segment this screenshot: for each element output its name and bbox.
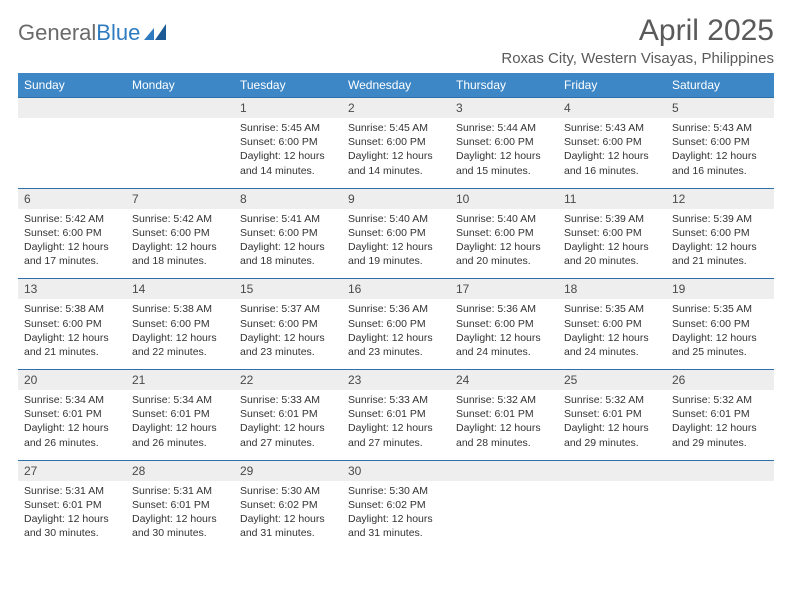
day-number: 30 (342, 460, 450, 481)
day-data: Sunrise: 5:45 AMSunset: 6:00 PMDaylight:… (234, 118, 342, 188)
day-data: Sunrise: 5:31 AMSunset: 6:01 PMDaylight:… (126, 481, 234, 551)
day-data: Sunrise: 5:39 AMSunset: 6:00 PMDaylight:… (666, 209, 774, 279)
day-data: Sunrise: 5:35 AMSunset: 6:00 PMDaylight:… (558, 299, 666, 369)
day-data: Sunrise: 5:38 AMSunset: 6:00 PMDaylight:… (126, 299, 234, 369)
empty-cell (18, 98, 126, 119)
day-data: Sunrise: 5:42 AMSunset: 6:00 PMDaylight:… (126, 209, 234, 279)
day-data: Sunrise: 5:37 AMSunset: 6:00 PMDaylight:… (234, 299, 342, 369)
day-number: 12 (666, 188, 774, 209)
day-number: 17 (450, 279, 558, 300)
week-data-row: Sunrise: 5:45 AMSunset: 6:00 PMDaylight:… (18, 118, 774, 188)
day-number: 6 (18, 188, 126, 209)
day-number: 23 (342, 370, 450, 391)
day-data: Sunrise: 5:43 AMSunset: 6:00 PMDaylight:… (666, 118, 774, 188)
week-data-row: Sunrise: 5:31 AMSunset: 6:01 PMDaylight:… (18, 481, 774, 551)
day-number: 21 (126, 370, 234, 391)
day-data: Sunrise: 5:35 AMSunset: 6:00 PMDaylight:… (666, 299, 774, 369)
logo-text-2: Blue (96, 20, 140, 46)
day-number: 10 (450, 188, 558, 209)
day-data: Sunrise: 5:33 AMSunset: 6:01 PMDaylight:… (342, 390, 450, 460)
day-number: 22 (234, 370, 342, 391)
day-data: Sunrise: 5:32 AMSunset: 6:01 PMDaylight:… (450, 390, 558, 460)
day-data: Sunrise: 5:34 AMSunset: 6:01 PMDaylight:… (18, 390, 126, 460)
day-data: Sunrise: 5:32 AMSunset: 6:01 PMDaylight:… (558, 390, 666, 460)
week-data-row: Sunrise: 5:42 AMSunset: 6:00 PMDaylight:… (18, 209, 774, 279)
day-header: Wednesday (342, 73, 450, 98)
day-number: 27 (18, 460, 126, 481)
day-number: 7 (126, 188, 234, 209)
empty-cell (666, 460, 774, 481)
empty-cell (18, 118, 126, 188)
day-number: 20 (18, 370, 126, 391)
day-data: Sunrise: 5:36 AMSunset: 6:00 PMDaylight:… (342, 299, 450, 369)
location-text: Roxas City, Western Visayas, Philippines (501, 50, 774, 67)
week-data-row: Sunrise: 5:38 AMSunset: 6:00 PMDaylight:… (18, 299, 774, 369)
day-data: Sunrise: 5:33 AMSunset: 6:01 PMDaylight:… (234, 390, 342, 460)
day-data: Sunrise: 5:40 AMSunset: 6:00 PMDaylight:… (450, 209, 558, 279)
day-data: Sunrise: 5:30 AMSunset: 6:02 PMDaylight:… (342, 481, 450, 551)
day-number: 5 (666, 98, 774, 119)
title-block: April 2025 Roxas City, Western Visayas, … (501, 14, 774, 67)
day-number: 11 (558, 188, 666, 209)
logo-icon (144, 24, 170, 42)
day-data: Sunrise: 5:44 AMSunset: 6:00 PMDaylight:… (450, 118, 558, 188)
day-data: Sunrise: 5:42 AMSunset: 6:00 PMDaylight:… (18, 209, 126, 279)
empty-cell (126, 118, 234, 188)
day-number: 3 (450, 98, 558, 119)
day-number: 29 (234, 460, 342, 481)
day-header: Saturday (666, 73, 774, 98)
empty-cell (450, 481, 558, 551)
month-title: April 2025 (501, 14, 774, 48)
day-number: 9 (342, 188, 450, 209)
day-number: 8 (234, 188, 342, 209)
day-data: Sunrise: 5:40 AMSunset: 6:00 PMDaylight:… (342, 209, 450, 279)
week-number-row: 27282930 (18, 460, 774, 481)
logo-text-1: General (18, 20, 96, 46)
day-number: 4 (558, 98, 666, 119)
day-data: Sunrise: 5:31 AMSunset: 6:01 PMDaylight:… (18, 481, 126, 551)
day-data: Sunrise: 5:36 AMSunset: 6:00 PMDaylight:… (450, 299, 558, 369)
day-data: Sunrise: 5:41 AMSunset: 6:00 PMDaylight:… (234, 209, 342, 279)
day-number: 14 (126, 279, 234, 300)
day-header: Monday (126, 73, 234, 98)
empty-cell (450, 460, 558, 481)
empty-cell (558, 460, 666, 481)
day-number: 15 (234, 279, 342, 300)
week-number-row: 6789101112 (18, 188, 774, 209)
week-number-row: 20212223242526 (18, 370, 774, 391)
day-header: Friday (558, 73, 666, 98)
day-number: 2 (342, 98, 450, 119)
week-data-row: Sunrise: 5:34 AMSunset: 6:01 PMDaylight:… (18, 390, 774, 460)
day-number: 28 (126, 460, 234, 481)
day-header: Sunday (18, 73, 126, 98)
empty-cell (558, 481, 666, 551)
logo: GeneralBlue (18, 20, 170, 46)
day-number: 26 (666, 370, 774, 391)
day-number: 24 (450, 370, 558, 391)
day-number: 25 (558, 370, 666, 391)
calendar-table: SundayMondayTuesdayWednesdayThursdayFrid… (18, 73, 774, 550)
day-data: Sunrise: 5:45 AMSunset: 6:00 PMDaylight:… (342, 118, 450, 188)
day-data: Sunrise: 5:38 AMSunset: 6:00 PMDaylight:… (18, 299, 126, 369)
week-number-row: 13141516171819 (18, 279, 774, 300)
day-data: Sunrise: 5:30 AMSunset: 6:02 PMDaylight:… (234, 481, 342, 551)
day-header: Thursday (450, 73, 558, 98)
day-data: Sunrise: 5:34 AMSunset: 6:01 PMDaylight:… (126, 390, 234, 460)
day-number: 18 (558, 279, 666, 300)
day-data: Sunrise: 5:32 AMSunset: 6:01 PMDaylight:… (666, 390, 774, 460)
day-number: 13 (18, 279, 126, 300)
empty-cell (126, 98, 234, 119)
day-number: 19 (666, 279, 774, 300)
day-header-row: SundayMondayTuesdayWednesdayThursdayFrid… (18, 73, 774, 98)
day-data: Sunrise: 5:39 AMSunset: 6:00 PMDaylight:… (558, 209, 666, 279)
week-number-row: 12345 (18, 98, 774, 119)
day-number: 1 (234, 98, 342, 119)
page-header: GeneralBlue April 2025 Roxas City, Weste… (18, 14, 774, 67)
day-data: Sunrise: 5:43 AMSunset: 6:00 PMDaylight:… (558, 118, 666, 188)
empty-cell (666, 481, 774, 551)
day-header: Tuesday (234, 73, 342, 98)
day-number: 16 (342, 279, 450, 300)
